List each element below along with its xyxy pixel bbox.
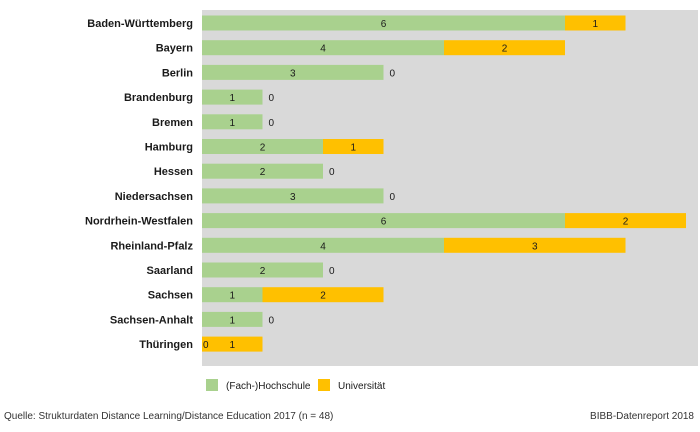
category-label-niedersachsen: Niedersachsen <box>115 191 194 203</box>
bar-hamburg-series-1 <box>323 139 384 154</box>
source-note: Quelle: Strukturdaten Distance Learning/… <box>4 411 334 422</box>
value-label-bremen-series-0: 1 <box>229 118 235 129</box>
bar-rheinland-pfalz-series-0 <box>202 237 444 253</box>
value-label-sachsen-series-0: 1 <box>229 291 235 302</box>
category-label-brandenburg: Brandenburg <box>124 92 193 104</box>
bar-sachsen-series-1 <box>262 287 384 303</box>
value-label-bayern-series-0: 4 <box>320 44 326 55</box>
value-label-hessen-series-1: 0 <box>329 167 335 178</box>
category-label-rheinland-pfalz: Rheinland-Pfalz <box>110 240 193 252</box>
legend-label-series-1: Universität <box>338 381 385 392</box>
value-label-rheinland-pfalz-series-0: 4 <box>320 241 326 252</box>
value-label-rheinland-pfalz-series-1: 3 <box>532 241 538 252</box>
value-label-baden-württemberg-series-0: 6 <box>381 19 387 30</box>
bar-nordrhein-westfalen-series-1 <box>565 213 686 229</box>
stacked-bar-chart: Baden-Württemberg Bayern Berlin Brandenburg… <box>85 10 698 392</box>
category-label-baden-württemberg: Baden-Württemberg <box>87 18 193 30</box>
legend: (Fach-)Hochschule Universität <box>206 379 385 392</box>
bar-baden-württemberg-series-1 <box>565 15 626 31</box>
value-label-brandenburg-series-1: 0 <box>269 93 275 104</box>
value-label-brandenburg-series-0: 1 <box>229 93 235 104</box>
value-label-bayern-series-1: 2 <box>502 44 508 55</box>
value-label-sachsen-anhalt-series-0: 1 <box>229 315 235 326</box>
value-label-bremen-series-1: 0 <box>269 118 275 129</box>
value-label-niedersachsen-series-1: 0 <box>390 192 396 203</box>
category-label-bremen: Bremen <box>152 117 193 129</box>
bars <box>202 15 686 352</box>
value-label-berlin-series-1: 0 <box>390 68 396 79</box>
category-label-berlin: Berlin <box>162 67 193 79</box>
category-label-nordrhein-westfalen: Nordrhein-Westfalen <box>85 216 193 228</box>
bar-hessen-series-0 <box>202 163 323 179</box>
bar-berlin-series-0 <box>202 64 384 80</box>
value-label-berlin-series-0: 3 <box>290 68 296 79</box>
legend-swatch-series-1 <box>318 379 330 391</box>
bar-baden-württemberg-series-0 <box>202 15 565 31</box>
plot-background <box>202 10 698 366</box>
value-label-saarland-series-1: 0 <box>329 266 335 277</box>
bar-sachsen-series-0 <box>202 287 263 303</box>
category-label-thüringen: Thüringen <box>139 339 193 351</box>
legend-swatch-series-0 <box>206 379 218 391</box>
bar-niedersachsen-series-0 <box>202 188 384 204</box>
bar-brandenburg-series-0 <box>202 89 263 105</box>
category-label-saarland: Saarland <box>147 265 193 277</box>
value-label-thüringen-series-0: 0 <box>203 340 209 351</box>
value-label-hamburg-series-0: 2 <box>260 143 266 154</box>
category-label-hessen: Hessen <box>154 166 193 178</box>
category-label-hamburg: Hamburg <box>145 142 193 154</box>
category-label-sachsen: Sachsen <box>148 290 194 302</box>
bar-rheinland-pfalz-series-1 <box>444 237 626 253</box>
bar-nordrhein-westfalen-series-0 <box>202 213 565 229</box>
bar-saarland-series-0 <box>202 262 323 278</box>
value-label-baden-württemberg-series-1: 1 <box>592 19 598 30</box>
value-label-hamburg-series-1: 1 <box>350 143 356 154</box>
legend-label-series-0: (Fach-)Hochschule <box>226 381 311 392</box>
value-label-thüringen-series-1: 1 <box>229 340 235 351</box>
value-label-nordrhein-westfalen-series-0: 6 <box>381 217 387 228</box>
value-label-hessen-series-0: 2 <box>260 167 266 178</box>
bar-sachsen-anhalt-series-0 <box>202 311 263 327</box>
bar-thüringen-series-1 <box>202 336 263 352</box>
value-label-sachsen-anhalt-series-1: 0 <box>269 315 275 326</box>
category-labels: Baden-Württemberg Bayern Berlin Brandenburg… <box>85 18 193 351</box>
value-labels: 6 1 4 2 3 0 1 0 1 0 2 1 2 0 3 0 6 2 4 3 2 0 1 2 1 0 0 1 <box>203 19 629 351</box>
value-label-nordrhein-westfalen-series-1: 2 <box>623 217 629 228</box>
bar-bayern-series-0 <box>202 40 444 56</box>
report-credit: BIBB-Datenreport 2018 <box>590 411 694 422</box>
bar-bayern-series-1 <box>444 40 565 56</box>
value-label-sachsen-series-1: 2 <box>320 291 326 302</box>
bar-hamburg-series-0 <box>202 139 323 154</box>
category-label-bayern: Bayern <box>156 43 194 55</box>
value-label-saarland-series-0: 2 <box>260 266 266 277</box>
category-label-sachsen-anhalt: Sachsen-Anhalt <box>110 314 193 326</box>
value-label-niedersachsen-series-0: 3 <box>290 192 296 203</box>
bar-bremen-series-0 <box>202 114 263 130</box>
